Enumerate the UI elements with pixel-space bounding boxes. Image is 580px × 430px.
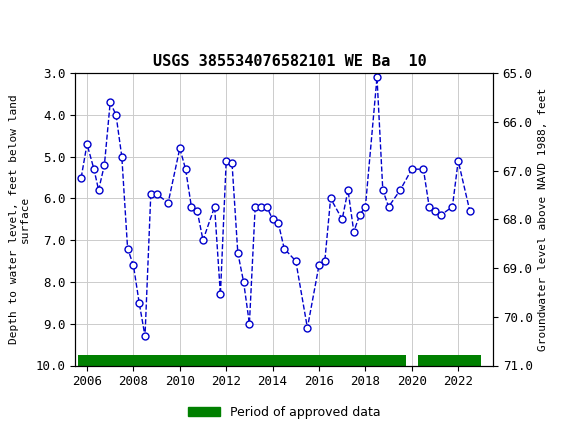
- Legend: Period of approved data: Period of approved data: [183, 401, 385, 424]
- Bar: [418, 355, 481, 366]
- Text: USGS 385534076582101 WE Ba  10: USGS 385534076582101 WE Ba 10: [153, 54, 427, 69]
- Bar: [78, 355, 406, 366]
- Y-axis label: Depth to water level, feet below land
surface: Depth to water level, feet below land su…: [9, 95, 30, 344]
- Text: █USGS: █USGS: [12, 13, 78, 39]
- Y-axis label: Groundwater level above NAVD 1988, feet: Groundwater level above NAVD 1988, feet: [538, 88, 548, 351]
